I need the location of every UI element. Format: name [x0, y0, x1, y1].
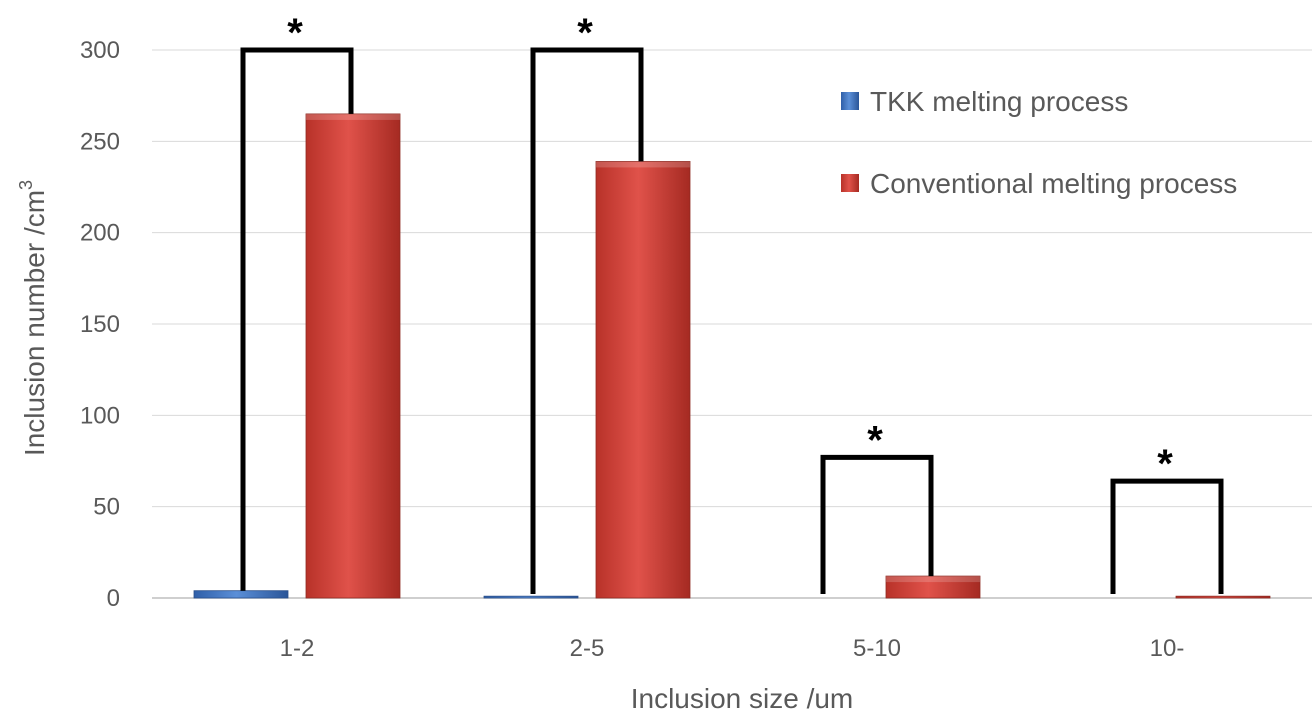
legend-swatch-conventional: [841, 174, 859, 192]
y-tick-label: 150: [80, 311, 120, 338]
y-axis-title-superscript: 3: [16, 180, 36, 190]
significance-bracket: [1110, 478, 1224, 594]
x-axis-title: Inclusion size /um: [631, 683, 854, 714]
bar-conventional: [1175, 595, 1271, 599]
significance-bracket: [820, 454, 934, 594]
bar-body: [193, 590, 289, 599]
bar-body: [483, 595, 579, 599]
y-tick-label: 50: [93, 494, 120, 521]
significance-star: *: [867, 418, 883, 462]
x-axis-ticks: 1-2 2-5 5-10 10-: [280, 635, 1185, 662]
bar-body: [595, 161, 691, 599]
legend-item-tkk: TKK melting process: [841, 86, 1128, 117]
bar-conventional: [595, 161, 691, 599]
x-tick-label: 5-10: [853, 635, 901, 662]
y-tick-label: 100: [80, 402, 120, 429]
x-tick-label: 2-5: [570, 635, 605, 662]
y-axis-title: Inclusion number /cm3: [16, 180, 50, 456]
significance-bracket: [530, 47, 644, 594]
x-tick-label: 1-2: [280, 635, 315, 662]
bar-conventional: [305, 113, 401, 599]
bar-bevel: [886, 576, 980, 583]
x-tick-label: 10-: [1150, 635, 1185, 662]
bar-bevel: [596, 161, 690, 168]
significance-star: *: [1157, 442, 1173, 486]
legend-item-conventional: Conventional melting process: [841, 168, 1237, 199]
significance-brackets: * * * *: [240, 11, 1224, 594]
bar-tkk: [193, 590, 289, 599]
y-tick-label: 300: [80, 37, 120, 64]
y-tick-label: 250: [80, 128, 120, 155]
significance-bracket: [240, 47, 354, 591]
legend-label-conventional: Conventional melting process: [870, 168, 1237, 199]
legend-label-tkk: TKK melting process: [870, 86, 1128, 117]
legend-swatch-tkk: [841, 92, 859, 110]
bar-bevel: [306, 113, 400, 120]
significance-star: *: [287, 11, 303, 55]
legend: TKK melting process Conventional melting…: [841, 86, 1237, 199]
y-axis-title-main: Inclusion number /cm: [19, 190, 50, 456]
bar-body: [305, 113, 401, 599]
significance-star: *: [577, 11, 593, 55]
bar-conventional: [885, 575, 981, 599]
bars: [193, 113, 1271, 599]
y-axis-ticks: 0 50 100 150 200 250 300: [80, 37, 120, 612]
bar-tkk: [483, 595, 579, 599]
y-tick-label: 0: [107, 585, 120, 612]
bar-body: [1175, 595, 1271, 599]
y-tick-label: 200: [80, 220, 120, 247]
